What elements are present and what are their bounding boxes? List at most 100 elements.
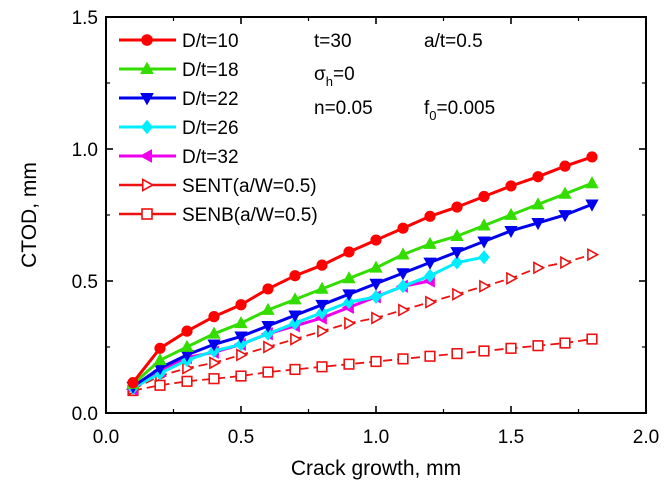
series-6: [128, 247, 600, 396]
data-point: [397, 353, 409, 365]
y-tick-label: 1.0: [72, 140, 98, 161]
data-point: [370, 289, 382, 304]
data-point: [505, 180, 517, 192]
data-point: [369, 278, 383, 291]
data-point: [181, 375, 193, 387]
annotation-2: a/t=0.5: [424, 31, 483, 52]
data-point: [398, 303, 411, 317]
data-point: [532, 171, 544, 183]
data-point: [154, 379, 166, 391]
data-point: [316, 361, 328, 373]
data-point: [425, 295, 438, 309]
legend-marker: [140, 119, 154, 135]
data-point: [424, 210, 436, 222]
legend-label: D/t=18: [182, 60, 239, 81]
data-point: [180, 339, 194, 352]
data-point: [397, 222, 409, 234]
annotation-1: t=30: [314, 31, 352, 52]
data-point: [450, 247, 464, 260]
y-tick-label: 0.0: [72, 404, 98, 425]
legend-label: D/t=32: [182, 147, 239, 168]
data-point: [424, 350, 436, 362]
data-point: [452, 287, 465, 301]
data-point: [263, 340, 276, 354]
data-point: [208, 311, 220, 323]
data-point: [450, 228, 464, 241]
data-point: [127, 377, 139, 389]
annotation-4: n=0.05: [314, 98, 373, 119]
legend-label: D/t=22: [182, 89, 239, 110]
data-point: [586, 333, 598, 345]
data-point: [477, 218, 491, 231]
series-line: [132, 253, 593, 391]
y-axis-title: CTOD, mm: [18, 162, 41, 268]
data-point: [262, 366, 274, 378]
series-7: [127, 333, 598, 397]
data-point: [207, 339, 221, 352]
data-point: [451, 347, 463, 360]
data-point: [262, 326, 274, 341]
data-point: [181, 325, 193, 337]
legend-entry-4: D/t=26: [119, 118, 239, 139]
data-point: [236, 348, 249, 362]
legend-marker: [141, 208, 153, 220]
data-point: [423, 236, 437, 249]
data-point: [235, 370, 247, 382]
data-point: [531, 218, 545, 231]
x-tick-label: 2.0: [633, 427, 659, 448]
series-1: [127, 151, 598, 389]
data-point: [209, 356, 222, 370]
data-point: [317, 324, 330, 338]
data-point: [371, 311, 384, 325]
data-point: [208, 373, 220, 385]
legend: D/t=10 D/t=18 D/t=22 D/t=26 D/t=32 SENT(a/W=0…: [119, 31, 318, 226]
data-point: [396, 268, 410, 281]
data-point: [344, 316, 357, 330]
annotation-5: f0=0.005: [424, 98, 495, 123]
data-point: [235, 337, 247, 352]
data-point: [531, 197, 545, 210]
data-point: [451, 255, 463, 270]
data-point: [587, 247, 600, 262]
legend-label: D/t=10: [182, 31, 239, 52]
y-tick-label: 1.5: [72, 8, 98, 29]
data-point: [396, 247, 410, 260]
data-point: [288, 310, 302, 323]
data-point: [290, 332, 303, 346]
data-point: [343, 358, 355, 370]
data-point: [235, 299, 247, 311]
data-point: [559, 337, 571, 349]
data-point: [261, 320, 275, 334]
series-layer: [125, 151, 600, 397]
data-point: [585, 199, 599, 212]
data-point: [316, 305, 328, 320]
data-point: [533, 261, 546, 275]
data-point: [207, 326, 221, 339]
series-4: [127, 250, 490, 395]
data-point: [585, 176, 599, 189]
annotation-3: σh=0: [314, 64, 355, 89]
data-point: [261, 302, 275, 315]
legend-entry-5: D/t=32: [119, 147, 239, 168]
legend-label: SENT(a/W=0.5): [182, 176, 317, 197]
x-tick-label: 1.0: [363, 427, 389, 448]
data-point: [478, 190, 490, 203]
data-point: [478, 250, 490, 265]
data-point: [558, 210, 572, 223]
legend-marker: [141, 178, 155, 192]
data-point: [558, 186, 572, 199]
data-point: [315, 281, 329, 294]
data-point: [289, 363, 301, 376]
data-point: [343, 295, 355, 310]
legend-entry-3: D/t=22: [119, 89, 239, 110]
series-line: [132, 203, 593, 388]
data-point: [478, 345, 490, 357]
data-point: [289, 270, 301, 282]
data-point: [342, 271, 356, 284]
legend-marker: [141, 34, 153, 46]
y-tick-label: 0.5: [72, 272, 98, 293]
data-point: [262, 283, 274, 295]
x-tick-label: 0.5: [228, 427, 254, 448]
